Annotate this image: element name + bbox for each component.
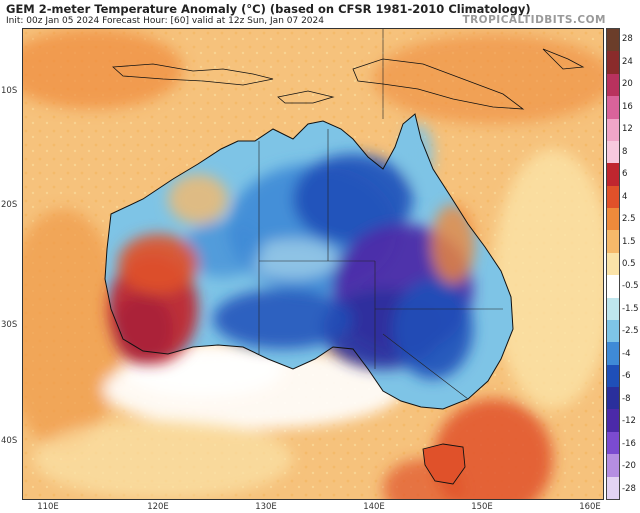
colorbar-segment xyxy=(607,431,619,455)
colorbar-label: 0.5 xyxy=(622,259,636,269)
colorbar xyxy=(606,28,620,500)
colorbar-label: -8 xyxy=(622,393,631,404)
colorbar-segment xyxy=(607,140,619,164)
colorbar-label: 1.5 xyxy=(622,236,636,247)
colorbar-label: -6 xyxy=(622,371,631,382)
colorbar-segment xyxy=(607,163,619,186)
colorbar-segment xyxy=(607,364,619,387)
colorbar-label: 2.5 xyxy=(622,214,636,225)
colorbar-label: 8 xyxy=(622,146,628,157)
colorbar-label: -12 xyxy=(622,416,636,427)
anomaly-map xyxy=(22,28,604,500)
lat-label-40s: 40S xyxy=(1,436,18,446)
colorbar-segment xyxy=(607,342,619,365)
colorbar-label: -4 xyxy=(622,348,631,359)
colorbar-segment xyxy=(607,297,619,320)
colorbar-segment xyxy=(607,387,619,410)
colorbar-segment xyxy=(607,185,619,208)
brand-watermark: TROPICALTIDBITS.COM xyxy=(462,14,606,26)
colorbar-segment xyxy=(607,73,619,97)
colorbar-label: 16 xyxy=(622,101,633,112)
lon-label-150e: 150E xyxy=(471,502,493,512)
lat-label-20s: 20S xyxy=(1,200,18,210)
colorbar-segment xyxy=(607,275,619,298)
colorbar-segment xyxy=(607,208,619,231)
colorbar-segment xyxy=(607,476,619,499)
colorbar-label: 24 xyxy=(622,56,633,67)
colorbar-label: -20 xyxy=(622,461,636,472)
colorbar-label: 4 xyxy=(622,191,628,202)
map-subtitle: Init: 00z Jan 05 2024 Forecast Hour: [60… xyxy=(6,16,324,26)
lat-label-30s: 30S xyxy=(1,320,18,330)
australia-coastline xyxy=(104,113,514,410)
lon-label-120e: 120E xyxy=(147,502,169,512)
colorbar-label: 12 xyxy=(622,124,633,135)
colorbar-segment xyxy=(607,96,619,119)
lon-label-130e: 130E xyxy=(255,502,277,512)
colorbar-label: 28 xyxy=(622,34,633,45)
ocean-anomaly-fields xyxy=(23,29,603,499)
northern-islands xyxy=(112,48,585,110)
colorbar-segment xyxy=(607,118,619,141)
map-title: GEM 2-meter Temperature Anomaly (°C) (ba… xyxy=(6,2,531,16)
tasmania xyxy=(422,443,466,485)
colorbar-segment xyxy=(607,454,619,477)
colorbar-segment xyxy=(607,319,619,343)
colorbar-segment xyxy=(607,29,619,52)
colorbar-label: -1.5 xyxy=(622,303,639,314)
colorbar-segment xyxy=(607,230,619,253)
colorbar-segment xyxy=(607,51,619,74)
colorbar-label: -16 xyxy=(622,438,636,449)
lat-label-10s: 10S xyxy=(1,86,18,96)
anomaly-map-canvas xyxy=(23,29,603,499)
colorbar-label: 20 xyxy=(622,79,633,90)
colorbar-label: -28 xyxy=(622,483,636,494)
lon-label-160e: 160E xyxy=(579,502,601,512)
lon-label-140e: 140E xyxy=(363,502,385,512)
colorbar-label: 6 xyxy=(622,169,628,180)
colorbar-segment xyxy=(607,252,619,276)
colorbar-label: -2.5 xyxy=(622,326,639,337)
colorbar-segment xyxy=(607,409,619,432)
colorbar-label: -0.5 xyxy=(622,281,639,292)
lon-label-110e: 110E xyxy=(37,502,59,512)
state-borders xyxy=(258,129,503,400)
